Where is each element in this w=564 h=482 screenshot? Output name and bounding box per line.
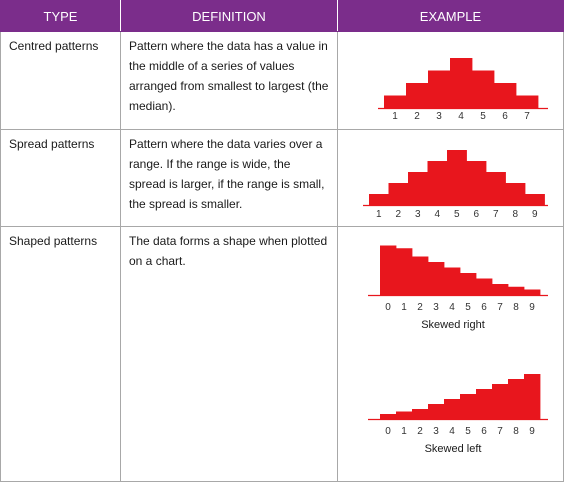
bar bbox=[450, 58, 473, 108]
tick-label: 6 bbox=[473, 209, 479, 218]
tick-label: 4 bbox=[449, 426, 455, 435]
bar bbox=[384, 95, 407, 108]
tick-label: 3 bbox=[433, 302, 439, 311]
row-definition: Pattern where the data has a value in th… bbox=[120, 31, 338, 130]
tick-label: 1 bbox=[401, 426, 407, 435]
bar bbox=[428, 404, 445, 419]
tick-label: 5 bbox=[465, 302, 471, 311]
bar bbox=[508, 286, 525, 295]
skewed-left-caption: Skewed left bbox=[424, 443, 482, 455]
table-row: Spread patterns Pattern where the data v… bbox=[0, 129, 564, 227]
centred-pattern-chart: 1 2 3 4 5 6 7 bbox=[378, 58, 548, 120]
tick-label: 9 bbox=[529, 302, 535, 311]
bar bbox=[396, 248, 413, 295]
bar bbox=[427, 161, 448, 205]
tick-label: 3 bbox=[433, 426, 439, 435]
skewed-right-chart: 0 1 2 3 4 5 6 7 8 9 bbox=[368, 245, 548, 311]
bar bbox=[476, 389, 493, 419]
tick-label: 6 bbox=[481, 426, 487, 435]
header-row: TYPE DEFINITION EXAMPLE bbox=[0, 0, 564, 32]
tick-label: 4 bbox=[449, 302, 455, 311]
bar bbox=[412, 409, 429, 419]
tick-label: 6 bbox=[481, 302, 487, 311]
bar bbox=[444, 267, 461, 295]
tick-label: 1 bbox=[392, 111, 398, 120]
tick-label: 7 bbox=[524, 111, 530, 120]
tick-label: 6 bbox=[502, 111, 508, 120]
bar bbox=[492, 284, 509, 295]
bar bbox=[525, 194, 545, 205]
tick-label: 0 bbox=[385, 302, 391, 311]
tick-label: 5 bbox=[480, 111, 486, 120]
bar bbox=[412, 256, 429, 295]
row-type: Shaped patterns bbox=[0, 226, 121, 482]
tick-label: 0 bbox=[385, 426, 391, 435]
bar bbox=[516, 95, 539, 108]
bar bbox=[380, 245, 397, 295]
bar bbox=[494, 83, 517, 108]
row-definition: Pattern where the data varies over a ran… bbox=[120, 129, 338, 227]
bar bbox=[460, 273, 477, 295]
bar bbox=[486, 172, 506, 205]
tick-label: 2 bbox=[417, 426, 423, 435]
tick-label: 8 bbox=[513, 426, 519, 435]
bar bbox=[428, 262, 445, 295]
bar bbox=[447, 150, 467, 205]
row-example: 0 1 2 3 4 5 6 7 8 9 Skewed right 0 1 2 3 4 5 6 7 8 9 Skewe… bbox=[337, 226, 564, 482]
spread-pattern-chart: 1 2 3 4 5 6 7 8 9 bbox=[363, 150, 548, 218]
tick-label: 9 bbox=[532, 209, 538, 218]
header-definition: DEFINITION bbox=[120, 0, 338, 32]
bar bbox=[505, 183, 526, 205]
bar bbox=[508, 379, 525, 419]
tick-label: 1 bbox=[376, 209, 382, 218]
row-example: 1 2 3 4 5 6 7 8 9 bbox=[337, 129, 564, 227]
bar bbox=[406, 83, 429, 108]
row-type: Centred patterns bbox=[0, 31, 121, 130]
bar bbox=[380, 414, 397, 419]
bar bbox=[460, 394, 477, 419]
row-definition: The data forms a shape when plotted on a… bbox=[120, 226, 338, 482]
tick-label: 9 bbox=[529, 426, 535, 435]
tick-label: 3 bbox=[436, 111, 442, 120]
tick-label: 1 bbox=[401, 302, 407, 311]
tick-label: 8 bbox=[513, 302, 519, 311]
bar bbox=[472, 70, 495, 108]
tick-label: 4 bbox=[434, 209, 440, 218]
table-row: Centred patterns Pattern where the data … bbox=[0, 31, 564, 130]
bar bbox=[428, 70, 451, 108]
row-type: Spread patterns bbox=[0, 129, 121, 227]
bar bbox=[369, 194, 389, 205]
bar bbox=[466, 161, 487, 205]
header-example: EXAMPLE bbox=[337, 0, 564, 32]
bar bbox=[408, 172, 428, 205]
tick-label: 8 bbox=[512, 209, 518, 218]
row-example: 1 2 3 4 5 6 7 bbox=[337, 31, 564, 130]
bar bbox=[396, 411, 413, 419]
tick-label: 7 bbox=[493, 209, 499, 218]
bar bbox=[524, 289, 541, 295]
tick-label: 5 bbox=[454, 209, 460, 218]
tick-label: 7 bbox=[497, 426, 503, 435]
bar bbox=[524, 374, 541, 419]
tick-label: 5 bbox=[465, 426, 471, 435]
bar bbox=[476, 278, 493, 295]
bar bbox=[444, 399, 461, 419]
header-type: TYPE bbox=[0, 0, 121, 32]
tick-label: 4 bbox=[458, 111, 464, 120]
tick-label: 3 bbox=[415, 209, 421, 218]
bar bbox=[388, 183, 409, 205]
skewed-left-chart: 0 1 2 3 4 5 6 7 8 9 bbox=[368, 374, 548, 435]
tick-label: 2 bbox=[414, 111, 420, 120]
tick-label: 2 bbox=[417, 302, 423, 311]
skewed-right-caption: Skewed right bbox=[421, 319, 485, 331]
bar bbox=[492, 384, 509, 419]
tick-label: 2 bbox=[395, 209, 401, 218]
tick-label: 7 bbox=[497, 302, 503, 311]
table-row: Shaped patterns The data forms a shape w… bbox=[0, 226, 564, 482]
